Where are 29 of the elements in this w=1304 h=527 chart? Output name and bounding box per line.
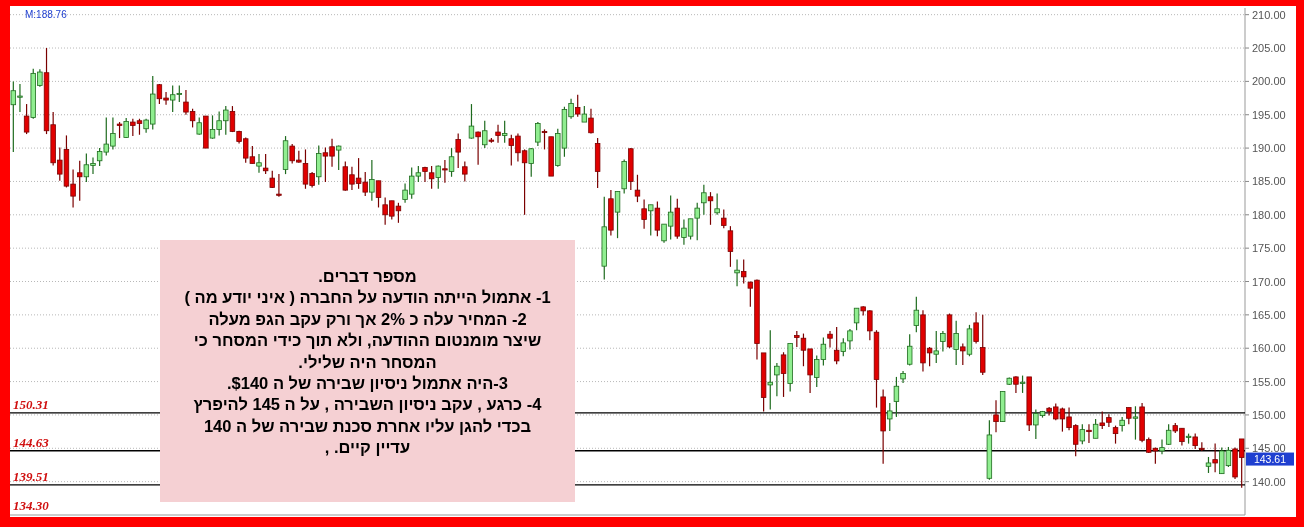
annotation: 3-היה אתמול ניסיון שבירה של ה $140. (226, 374, 509, 392)
y-tick-label: 180.00 (1252, 208, 1286, 221)
annotation: בכדי להגן עליו אחרת סכנת שבירה של ה 140 (202, 416, 533, 435)
y-tick-label: 175.00 (1252, 242, 1286, 255)
annotation: מספר דברים. (317, 267, 418, 285)
annotation: M:188.76 (25, 9, 68, 20)
annotation: שיצר מומנטום ההודעה, ולא תוך כידי המסחר כי (192, 331, 543, 350)
y-tick-label: 140.00 (1252, 475, 1286, 488)
y-tick-label: 195.00 (1252, 108, 1286, 121)
annotation: עדיין קיים. , (323, 438, 412, 457)
y-tick-label: 145.00 (1252, 442, 1286, 455)
annotation: 134.30 (13, 498, 50, 513)
y-tick-label: 205.00 (1252, 42, 1286, 55)
y-tick-label: 210.00 (1252, 8, 1286, 21)
ref-line-label: 144.63 (13, 434, 50, 450)
annotation: 4- כרגע , עקב ניסיון השבירה , על ה 145 להיפרץ (192, 395, 543, 414)
y-tick-label: 200.00 (1252, 75, 1286, 88)
y-tick-label: 160.00 (1252, 342, 1286, 355)
annotation: 1- אתמול הייתה הודעה על החברה ( איני יודע מה ) (183, 288, 552, 307)
y-tick-label: 185.00 (1252, 175, 1286, 188)
y-tick-label: 170.00 (1252, 275, 1286, 288)
y-tick-label: 150.00 (1252, 408, 1286, 421)
y-tick-label: 190.00 (1252, 142, 1286, 155)
ref-line-label: 139.51 (13, 468, 49, 484)
annotation: המסחר היה שלילי. (297, 352, 438, 371)
y-tick-label: 165.00 (1252, 308, 1286, 321)
annotation: 2- המחיר עלה כ 2% אך ורק עקב הגפ מעלה (207, 309, 528, 328)
ref-line-label: 150.31 (13, 396, 49, 412)
y-tick-label: 155.00 (1252, 375, 1286, 388)
